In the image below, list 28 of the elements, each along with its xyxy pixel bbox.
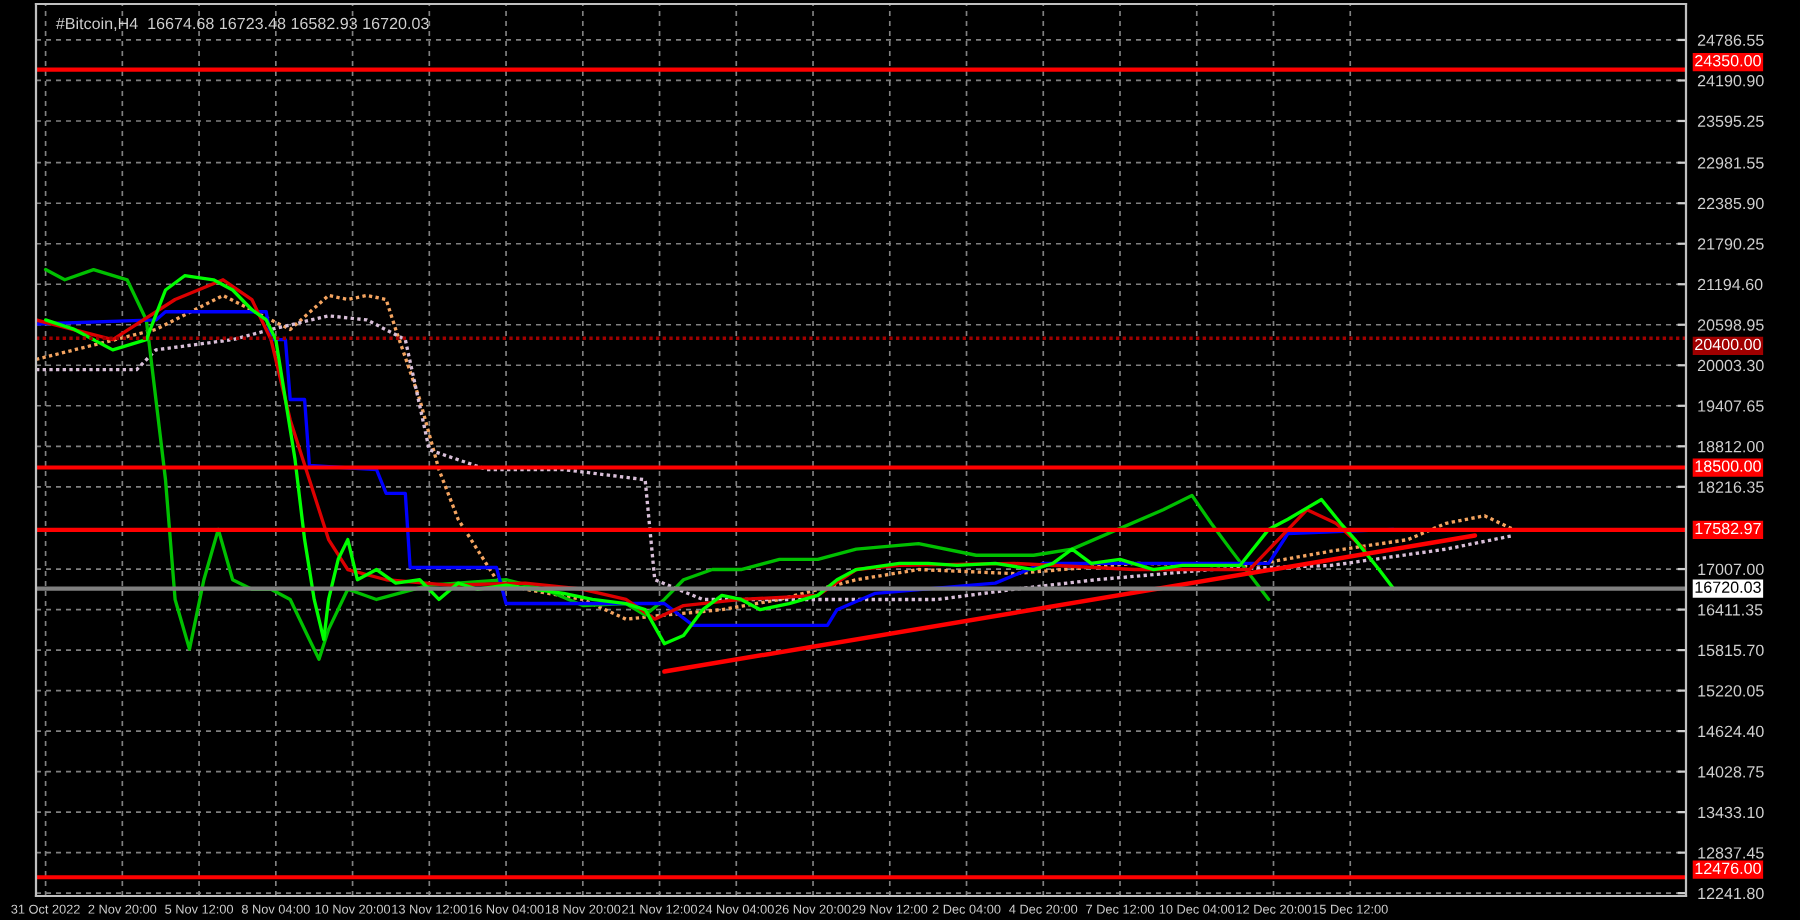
y-tick-label: 12241.80 (1698, 887, 1764, 900)
y-tick-label: 18812.00 (1698, 440, 1764, 453)
y-tick-label: 13433.10 (1698, 806, 1764, 819)
ref-line-label: 20400.00 (1695, 338, 1761, 351)
y-tick-label: 20598.95 (1697, 319, 1764, 331)
ref-line-label: 24350.00 (1695, 55, 1761, 67)
y-tick-label: 24190.90 (1697, 75, 1764, 87)
y-tick-label: 16411.35 (1698, 604, 1763, 616)
text: #Bitcoin,H4 16674.68 16723.48 16582.93 16720.03 (55, 17, 429, 32)
y-tick-label: 22385.90 (1697, 197, 1764, 210)
ref-line-label: 18500.00 (1695, 460, 1761, 472)
ref-line-label: 12476.00 (1695, 862, 1761, 875)
y-tick-label: 21194.60 (1697, 278, 1763, 291)
y-tick-label: 20003.30 (1697, 359, 1764, 372)
y-tick-label: 17007.00 (1698, 563, 1764, 576)
y-tick-label: 18216.35 (1698, 481, 1764, 493)
y-tick-label: 14624.40 (1698, 725, 1764, 738)
y-tick-label: 15815.70 (1698, 644, 1764, 657)
y-tick-label: 23595.25 (1697, 115, 1764, 127)
y-tick-label: 24786.55 (1697, 34, 1764, 46)
y-tick-label: 19407.65 (1698, 400, 1764, 412)
y-tick-label: 14028.75 (1698, 766, 1764, 778)
y-tick-label: 21790.25 (1697, 238, 1764, 250)
y-tick-label: 12837.45 (1698, 847, 1764, 859)
ref-line-label: 17582.97 (1695, 522, 1761, 535)
y-tick-label: 22981.55 (1697, 157, 1764, 169)
ref-line-label: 16720.03 (1695, 581, 1761, 593)
y-tick-label: 15220.05 (1698, 685, 1764, 697)
